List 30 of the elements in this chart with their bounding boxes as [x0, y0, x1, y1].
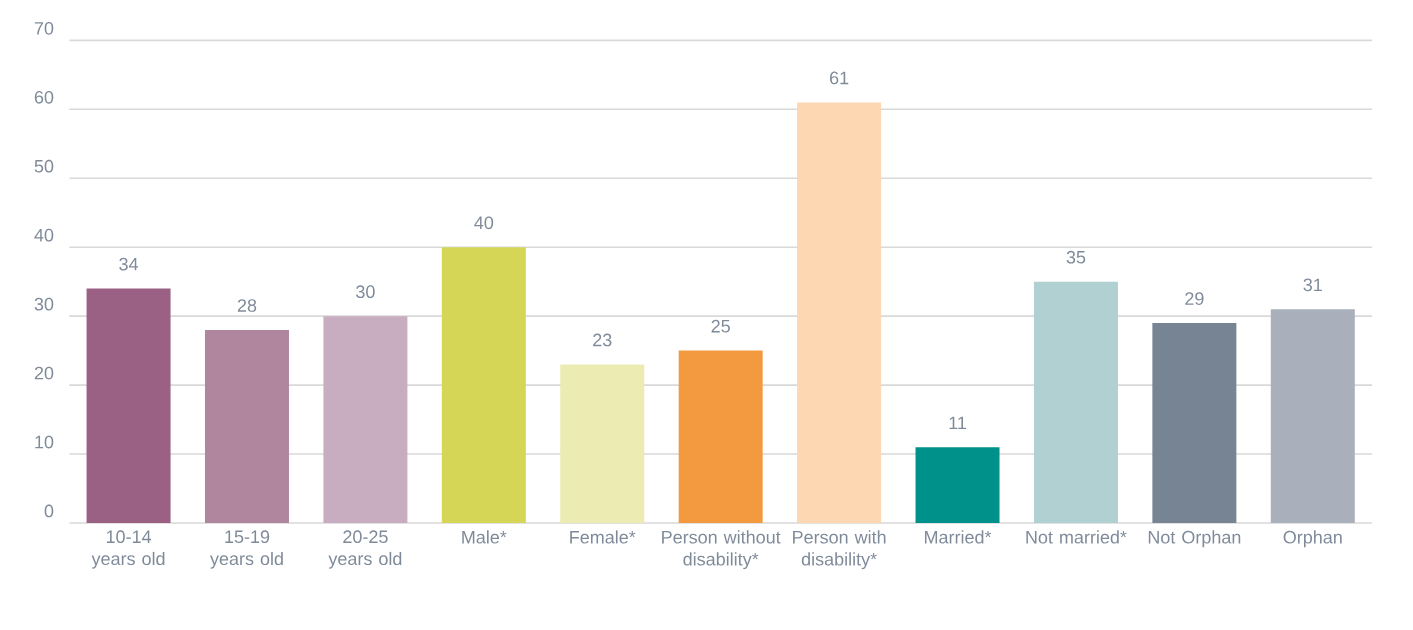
x-tick-label: 15-19 years old [210, 530, 283, 569]
x-tick-label: Married* [925, 530, 992, 544]
data-label: 29 [1185, 292, 1204, 305]
x-tick-label: Orphan [1283, 530, 1342, 548]
x-tick-label: 20-25 years old [328, 530, 402, 569]
y-tick-label: 10 [35, 435, 54, 449]
y-tick-label: 0 [44, 504, 54, 518]
x-tick-label: 10-14 years old [91, 530, 165, 569]
x-tick-label: Male* [462, 530, 507, 544]
y-tick-label: 40 [34, 228, 54, 242]
x-tick-label: Female* [570, 530, 636, 544]
data-label: 30 [356, 285, 375, 299]
x-tick-label: Person with disability* [793, 530, 886, 570]
data-label: 23 [593, 333, 612, 347]
data-label: 28 [237, 299, 257, 312]
x-tick-label: Not Orphan [1148, 530, 1241, 548]
data-label: 31 [1303, 278, 1322, 292]
data-label: 34 [119, 257, 139, 271]
data-label: 61 [830, 71, 849, 85]
y-tick-label: 60 [34, 90, 54, 104]
data-label: 11 [949, 416, 966, 430]
y-tick-label: 20 [34, 366, 54, 380]
data-label: 40 [474, 216, 494, 230]
y-tick-label: 30 [34, 297, 54, 311]
y-tick-label: 70 [34, 21, 54, 35]
data-label: 25 [711, 319, 730, 333]
x-tick-label: Person without disability* [662, 530, 781, 570]
y-tick-label: 50 [34, 159, 54, 173]
x-tick-label: Not married* [1026, 530, 1127, 544]
data-label: 35 [1066, 250, 1086, 264]
